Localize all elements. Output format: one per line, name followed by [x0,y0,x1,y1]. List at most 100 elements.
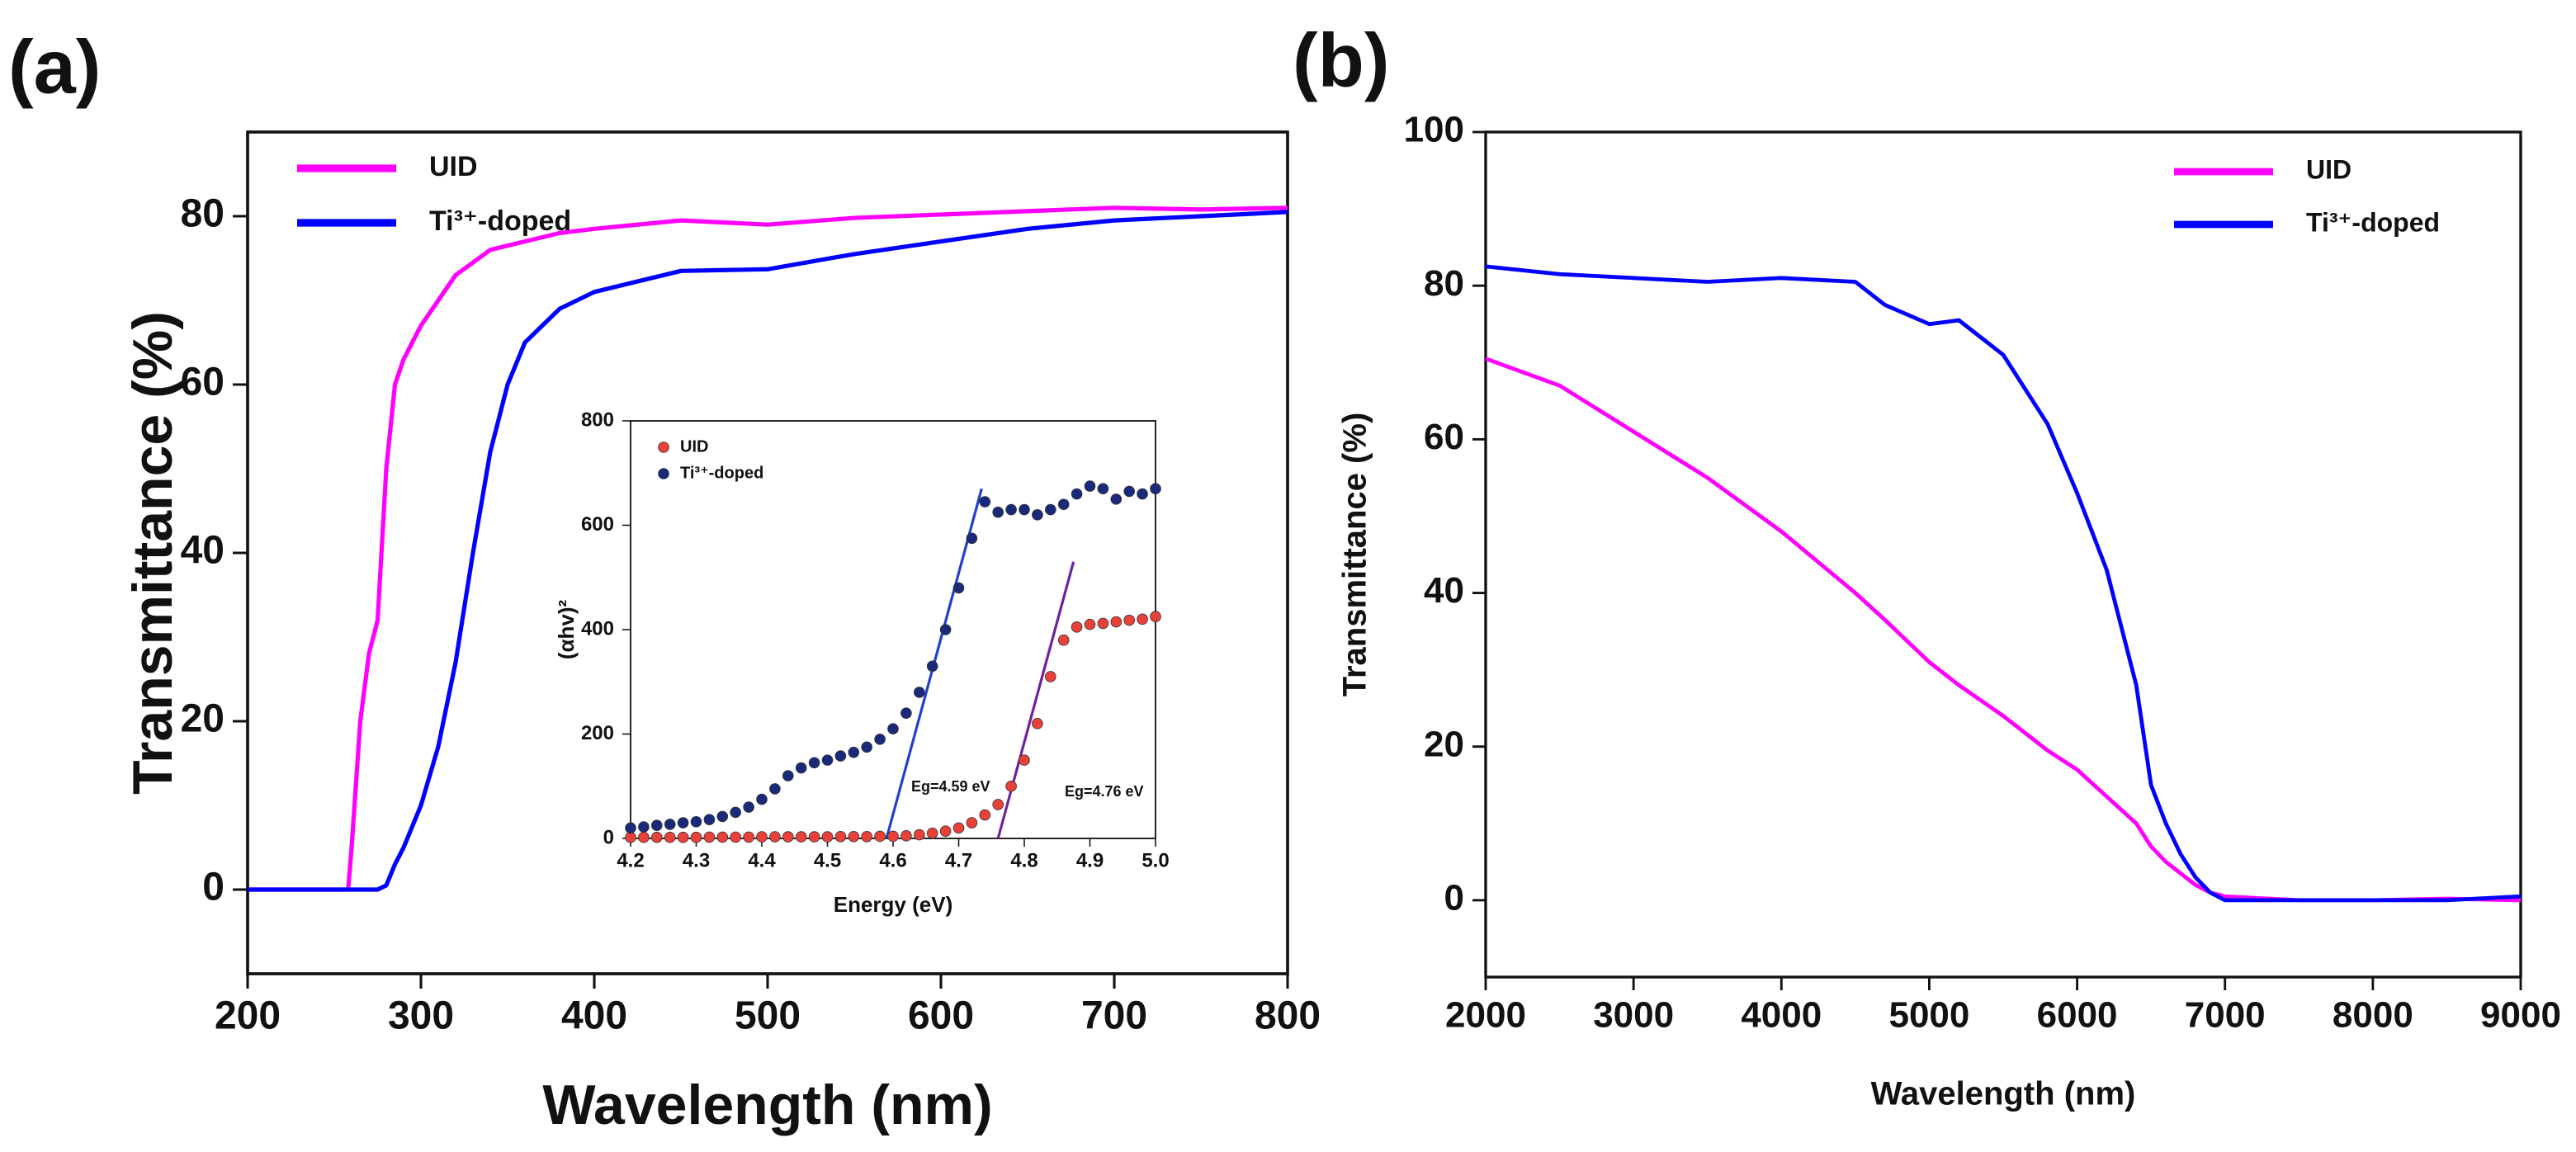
x-tick-label: 5.0 [1141,849,1169,871]
data-point [952,582,965,594]
y-axis-label: (αhv)² [554,600,579,660]
data-point [979,809,991,821]
y-tick-label: 40 [1424,570,1464,611]
data-point [743,831,754,843]
data-point [900,830,912,842]
y-tick-label: 40 [181,529,225,573]
x-tick-label: 4.3 [683,849,710,871]
data-point [795,831,807,843]
data-point [1097,483,1109,495]
x-tick-label: 4.8 [1010,849,1037,871]
data-point [1123,485,1135,498]
annotation: Eg=4.59 eV [911,778,990,795]
data-point [952,822,965,834]
x-tick-label: 500 [735,994,801,1038]
data-point [769,783,781,795]
panel: 4.2 4.3 4.4 4.5 4.6 4.7 4.8 4.9 5.0 0 200 400 600 800… [554,408,1170,917]
data-point [664,819,676,830]
x-tick-label: 600 [908,994,974,1038]
data-point [1045,503,1056,516]
data-point [743,801,754,813]
x-tick-label: 4.9 [1076,849,1104,871]
legend-label: UID [2306,154,2351,184]
data-point [808,831,820,843]
legend-label: Ti³⁺-doped [680,464,763,482]
data-point [966,532,978,545]
data-point [821,754,834,766]
y-tick-label: 200 [581,722,614,744]
plot-frame [1484,130,2522,979]
data-point [1071,488,1083,500]
x-tick-label: 9000 [2480,995,2561,1036]
y-tick-label: 80 [1424,263,1464,304]
x-tick-label: 5000 [1888,995,1969,1036]
x-tick-label: 3000 [1593,995,1674,1036]
data-point [638,831,650,843]
data-point [848,830,860,843]
data-point [625,822,636,834]
data-point [861,741,872,753]
data-point [966,817,978,829]
x-tick-label: 300 [388,994,454,1038]
y-axis-label: Transmittance (%) [1337,413,1373,697]
data-point [782,770,794,781]
y-tick-label: 80 [181,192,225,236]
data-point [1137,613,1148,626]
data-point [914,829,925,841]
data-point [1019,754,1030,766]
legend-label: UID [429,151,478,182]
data-point [926,660,938,673]
series-line [1485,264,2522,903]
data-point [874,734,886,745]
data-point [1137,488,1148,500]
data-point [1071,621,1083,633]
data-point [716,831,729,843]
y-tick-label: 400 [581,617,614,640]
data-point [690,815,702,828]
x-tick-label: 800 [1255,994,1321,1038]
data-point [690,831,702,843]
data-point [1005,503,1017,516]
legend-marker [658,441,669,453]
y-tick-label: 20 [181,697,225,741]
data-point [914,687,925,698]
data-point [756,793,768,805]
data-point [834,830,847,843]
x-tick-label: 200 [215,994,281,1038]
data-point [677,817,689,829]
data-point [992,506,1004,518]
data-point [887,830,899,843]
data-point [650,819,663,831]
x-axis-label: Wavelength (nm) [542,1074,992,1136]
y-tick-label: 100 [1404,110,1464,150]
data-point [1084,618,1096,630]
data-point [650,831,663,843]
data-point [1150,611,1161,622]
y-tick-label: 800 [581,408,614,431]
data-point [861,830,872,843]
data-point [887,723,899,734]
data-point [1032,718,1043,729]
y-tick-label: 60 [181,361,225,404]
data-point [756,831,768,843]
data-point [979,496,991,508]
data-point [939,825,952,837]
data-point [1019,503,1030,516]
x-tick-label: 8000 [2333,995,2413,1036]
data-point [1045,671,1056,682]
x-tick-label: 7000 [2185,995,2266,1036]
data-point [677,831,689,843]
x-tick-label: 4.5 [814,849,841,871]
y-tick-label: 0 [603,826,614,848]
data-point [1110,616,1123,628]
y-tick-label: 20 [1424,724,1464,764]
panel-label: (a) [8,25,101,109]
x-axis-label: Wavelength (nm) [1871,1076,2136,1112]
x-tick-label: 4000 [1741,995,1822,1036]
data-point [638,821,650,833]
y-tick-label: 600 [581,513,614,536]
data-point [926,827,938,839]
data-point [992,799,1004,810]
data-point [795,762,807,774]
